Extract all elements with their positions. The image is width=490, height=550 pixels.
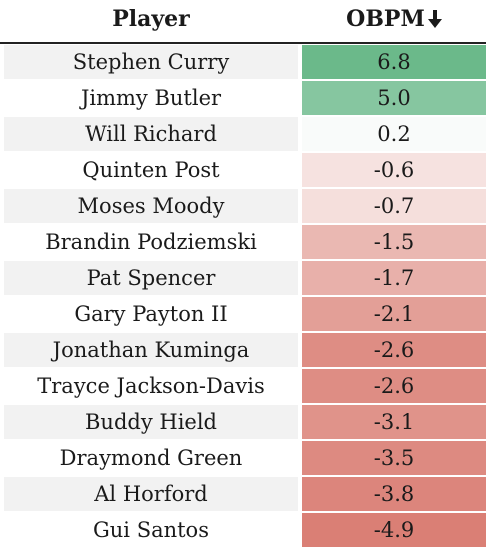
player-name-cell: Gary Payton II [4, 297, 298, 331]
player-name-cell: Pat Spencer [4, 261, 298, 295]
table-row: Gui Santos -4.9 [0, 512, 486, 548]
table-row: Gary Payton II -2.1 [0, 296, 486, 332]
table-row: Draymond Green -3.5 [0, 440, 486, 476]
table-body: Stephen Curry 6.8 Jimmy Butler 5.0 Will Rich… [0, 44, 486, 548]
table-row: Moses Moody -0.7 [0, 188, 486, 224]
obpm-header-label: OBPM [346, 6, 425, 32]
player-name-cell: Jimmy Butler [4, 81, 298, 115]
obpm-value-cell: -2.6 [302, 369, 486, 403]
table-row: Trayce Jackson-Davis -2.6 [0, 368, 486, 404]
table-row: Stephen Curry 6.8 [0, 44, 486, 80]
player-name-cell: Brandin Podziemski [4, 225, 298, 259]
player-name-cell: Draymond Green [4, 441, 298, 475]
player-name-cell: Al Horford [4, 477, 298, 511]
player-name-cell: Quinten Post [4, 153, 298, 187]
player-name-cell: Stephen Curry [4, 45, 298, 79]
obpm-value-cell: -3.1 [302, 405, 486, 439]
table-row: Jonathan Kuminga -2.6 [0, 332, 486, 368]
player-name-cell: Gui Santos [4, 513, 298, 547]
obpm-value-cell: -2.1 [302, 297, 486, 331]
player-name-cell: Buddy Hield [4, 405, 298, 439]
obpm-column-header[interactable]: OBPM [302, 6, 486, 32]
table-row: Al Horford -3.8 [0, 476, 486, 512]
obpm-value-cell: -1.7 [302, 261, 486, 295]
arrow-down-icon [427, 10, 442, 28]
table-row: Brandin Podziemski -1.5 [0, 224, 486, 260]
player-name-cell: Trayce Jackson-Davis [4, 369, 298, 403]
obpm-value-cell: 5.0 [302, 81, 486, 115]
obpm-value-cell: 6.8 [302, 45, 486, 79]
obpm-value-cell: -2.6 [302, 333, 486, 367]
obpm-value-cell: -4.9 [302, 513, 486, 547]
player-name-cell: Will Richard [4, 117, 298, 151]
player-header-label: Player [112, 6, 190, 32]
table-row: Buddy Hield -3.1 [0, 404, 486, 440]
player-name-cell: Moses Moody [4, 189, 298, 223]
player-name-cell: Jonathan Kuminga [4, 333, 298, 367]
table-header: Player OBPM [0, 0, 486, 44]
table-row: Will Richard 0.2 [0, 116, 486, 152]
table-row: Jimmy Butler 5.0 [0, 80, 486, 116]
table-row: Pat Spencer -1.7 [0, 260, 486, 296]
obpm-value-cell: -0.6 [302, 153, 486, 187]
obpm-value-cell: -3.8 [302, 477, 486, 511]
obpm-value-cell: 0.2 [302, 117, 486, 151]
obpm-value-cell: -3.5 [302, 441, 486, 475]
table-row: Quinten Post -0.6 [0, 152, 486, 188]
obpm-value-cell: -1.5 [302, 225, 486, 259]
obpm-value-cell: -0.7 [302, 189, 486, 223]
player-column-header[interactable]: Player [4, 6, 298, 32]
